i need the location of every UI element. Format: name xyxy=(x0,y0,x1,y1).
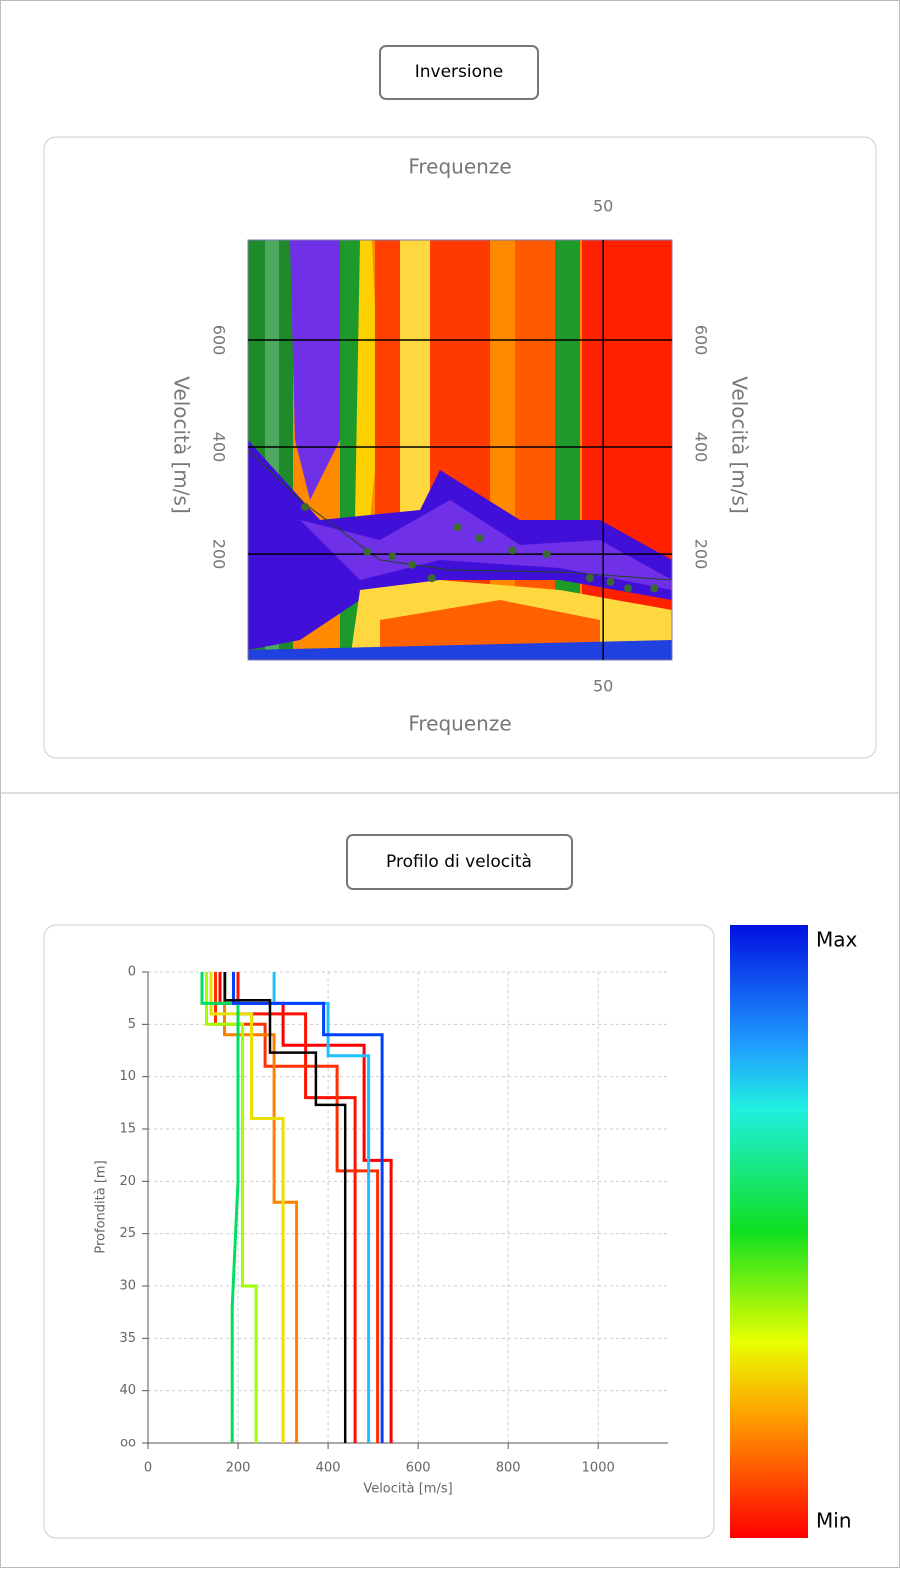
x-tick-label: 800 xyxy=(496,1461,521,1476)
velocity-profile xyxy=(272,972,371,1443)
y-tick-label: 200 xyxy=(210,539,229,570)
y-axis-label: Velocità [m/s] xyxy=(728,376,752,513)
x-tick-label: 600 xyxy=(406,1461,431,1476)
picked-point xyxy=(508,546,517,555)
tab-title: Profilo di velocità xyxy=(386,852,532,872)
y-tick-label: 35 xyxy=(119,1331,136,1346)
x-tick-label: 50 xyxy=(593,197,613,216)
velocity-profile xyxy=(209,972,285,1443)
picked-point xyxy=(650,584,659,593)
y-tick-label: 20 xyxy=(119,1174,136,1189)
y-tick-label: 5 xyxy=(128,1017,136,1032)
picked-point xyxy=(475,534,484,543)
y-tick-label: 0 xyxy=(128,965,136,980)
colorbar-max: Max xyxy=(816,928,858,952)
colorbar-min: Min xyxy=(816,1509,852,1533)
velocity-profile xyxy=(200,972,240,1443)
x-axis-label: Frequenze xyxy=(408,712,511,736)
y-tick-label: 600 xyxy=(210,325,229,356)
y-tick-label: 40 xyxy=(119,1383,136,1398)
tab-title: Inversione xyxy=(415,62,504,82)
picked-point xyxy=(453,523,462,532)
picked-point xyxy=(542,550,551,559)
x-axis-label: Frequenze xyxy=(408,155,511,179)
x-tick-label: 400 xyxy=(316,1461,341,1476)
y-tick-label: 400 xyxy=(210,432,229,463)
picked-point xyxy=(427,574,436,583)
picked-point xyxy=(624,584,633,593)
y-tick-label: 15 xyxy=(119,1122,136,1137)
y-axis-label: Profondità [m] xyxy=(94,1160,109,1253)
tab-button[interactable] xyxy=(346,834,573,890)
plot-frame xyxy=(247,239,673,661)
picked-point xyxy=(388,552,397,561)
picked-point xyxy=(363,547,372,556)
colorbar xyxy=(730,925,808,1538)
y-axis-label: Velocità [m/s] xyxy=(170,376,194,513)
y-tick-label: 400 xyxy=(692,432,711,463)
y-tick-label: 200 xyxy=(692,539,711,570)
x-tick-label: 50 xyxy=(593,677,613,696)
x-tick-label: 1000 xyxy=(582,1461,615,1476)
y-tick-label: 10 xyxy=(119,1069,136,1084)
velocity-profile xyxy=(232,972,384,1443)
y-tick-label: 30 xyxy=(119,1279,136,1294)
picked-point xyxy=(408,560,417,569)
y-tick-label: oo xyxy=(120,1436,136,1451)
picked-point xyxy=(606,577,615,586)
picked-point xyxy=(585,574,594,583)
y-tick-label: 600 xyxy=(692,325,711,356)
y-tick-label: 25 xyxy=(119,1226,136,1241)
velocity-profile xyxy=(223,972,347,1443)
tab-button[interactable] xyxy=(379,45,539,100)
x-tick-label: 0 xyxy=(144,1461,152,1476)
x-axis-label: Velocità [m/s] xyxy=(363,1482,452,1497)
velocity-profile xyxy=(205,972,258,1443)
picked-point xyxy=(301,502,310,511)
dispersion-image xyxy=(248,240,672,660)
x-tick-label: 200 xyxy=(226,1461,251,1476)
